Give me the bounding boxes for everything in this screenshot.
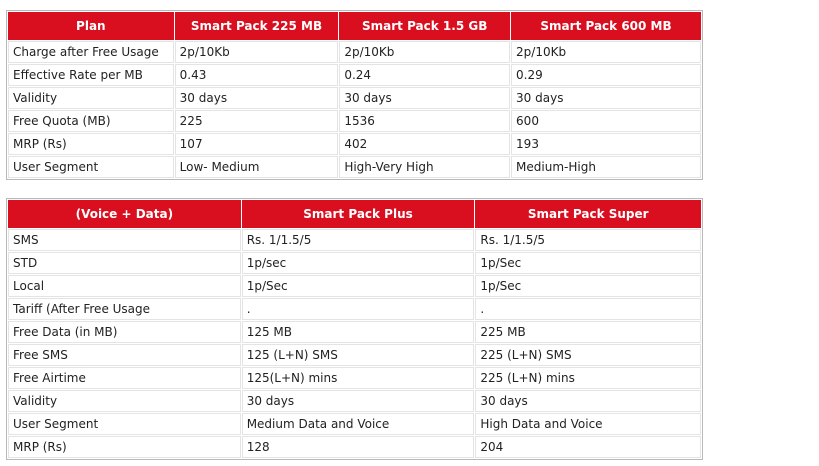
table-row: Validity 30 days 30 days 30 days [8,87,701,109]
row-label: MRP (Rs) [8,436,241,458]
table-cell: . [241,298,475,320]
table-row: Validity 30 days 30 days [8,390,701,412]
table-row: Charge after Free Usage 2p/10Kb 2p/10Kb … [8,41,701,63]
table-cell: Low- Medium [174,156,339,178]
table-cell: 125 MB [241,321,475,343]
table-row: Free Airtime 125(L+N) mins 225 (L+N) min… [8,367,701,389]
voice-data-pack-table: (Voice + Data) Smart Pack Plus Smart Pac… [6,198,703,460]
voice-header-smart-pack-plus: Smart Pack Plus [241,200,475,228]
table-cell: Rs. 1/1.5/5 [241,229,475,251]
table-row: MRP (Rs) 128 204 [8,436,701,458]
table-cell: Medium-High [511,156,701,178]
plan-header-1-5gb: Smart Pack 1.5 GB [339,12,511,40]
table-cell: 125 (L+N) SMS [241,344,475,366]
table-cell: High Data and Voice [475,413,701,435]
plan-header-600mb: Smart Pack 600 MB [511,12,701,40]
table-cell: 2p/10Kb [511,41,701,63]
table-cell: Rs. 1/1.5/5 [475,229,701,251]
table-row: STD 1p/sec 1p/Sec [8,252,701,274]
row-label: Free Airtime [8,367,241,389]
row-label: User Segment [8,156,174,178]
table-row: Local 1p/Sec 1p/Sec [8,275,701,297]
table-cell: 0.43 [174,64,339,86]
row-label: User Segment [8,413,241,435]
table-row: Effective Rate per MB 0.43 0.24 0.29 [8,64,701,86]
row-label: Free SMS [8,344,241,366]
table-cell: 30 days [511,87,701,109]
table-cell: 225 [174,110,339,132]
row-label: MRP (Rs) [8,133,174,155]
table-cell: 1p/Sec [475,252,701,274]
row-label: Validity [8,87,174,109]
table-cell: 1p/sec [241,252,475,274]
table-cell: 193 [511,133,701,155]
table-row: Free Quota (MB) 225 1536 600 [8,110,701,132]
table-row: Free SMS 125 (L+N) SMS 225 (L+N) SMS [8,344,701,366]
row-label: Tariff (After Free Usage [8,298,241,320]
table-cell: 30 days [475,390,701,412]
table-cell: 1536 [339,110,511,132]
table-row: User Segment Low- Medium High-Very High … [8,156,701,178]
table-row: MRP (Rs) 107 402 193 [8,133,701,155]
table-cell: 2p/10Kb [174,41,339,63]
row-label: Charge after Free Usage [8,41,174,63]
table-row: User Segment Medium Data and Voice High … [8,413,701,435]
table-cell: 1p/Sec [475,275,701,297]
table-cell: 225 (L+N) SMS [475,344,701,366]
table-row: SMS Rs. 1/1.5/5 Rs. 1/1.5/5 [8,229,701,251]
table-cell: 128 [241,436,475,458]
table-cell: 2p/10Kb [339,41,511,63]
voice-header-voice-data: (Voice + Data) [8,200,241,228]
table-cell: 125(L+N) mins [241,367,475,389]
table-row: Tariff (After Free Usage . . [8,298,701,320]
row-label: SMS [8,229,241,251]
row-label: Free Data (in MB) [8,321,241,343]
table-cell: 225 MB [475,321,701,343]
row-label: Local [8,275,241,297]
row-label: Validity [8,390,241,412]
table-cell: 225 (L+N) mins [475,367,701,389]
row-label: Free Quota (MB) [8,110,174,132]
row-label: STD [8,252,241,274]
table-cell: 30 days [339,87,511,109]
table-cell: High-Very High [339,156,511,178]
table-cell: . [475,298,701,320]
plan-header-plan: Plan [8,12,174,40]
voice-header-smart-pack-super: Smart Pack Super [475,200,701,228]
table-cell: Medium Data and Voice [241,413,475,435]
table-cell: 0.29 [511,64,701,86]
table-cell: 600 [511,110,701,132]
table-cell: 107 [174,133,339,155]
table-cell: 402 [339,133,511,155]
table-cell: 30 days [174,87,339,109]
row-label: Effective Rate per MB [8,64,174,86]
table-cell: 1p/Sec [241,275,475,297]
voice-header-row: (Voice + Data) Smart Pack Plus Smart Pac… [8,200,701,228]
table-row: Free Data (in MB) 125 MB 225 MB [8,321,701,343]
plan-header-row: Plan Smart Pack 225 MB Smart Pack 1.5 GB… [8,12,701,40]
plan-header-225mb: Smart Pack 225 MB [174,12,339,40]
table-cell: 0.24 [339,64,511,86]
table-cell: 204 [475,436,701,458]
table-cell: 30 days [241,390,475,412]
plan-comparison-table: Plan Smart Pack 225 MB Smart Pack 1.5 GB… [6,10,703,180]
